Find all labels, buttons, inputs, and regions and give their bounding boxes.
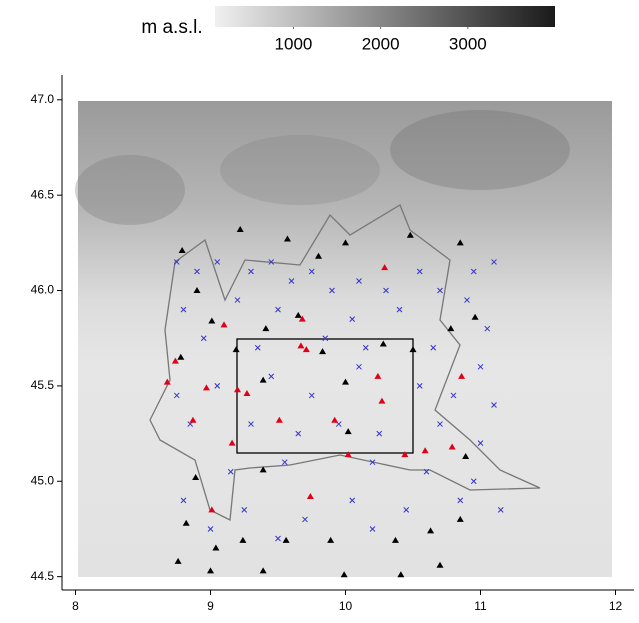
x-tick-label: 9 (207, 599, 214, 613)
colorbar-scale (215, 6, 555, 27)
colorbar: m a.s.l. 1000 2000 3000 (141, 6, 555, 53)
y-tick-label: 46.5 (31, 187, 55, 201)
x-tick-label: 11 (474, 599, 487, 613)
relief-shade (390, 110, 570, 190)
y-tick-label: 46.0 (31, 283, 55, 297)
colorbar-tick-label: 2000 (362, 34, 400, 53)
colorbar-tick-label: 3000 (449, 34, 487, 53)
map-figure: 8 9 10 11 12 44.5 45.0 45.5 46.0 46.5 47.0 m a.s.l… (0, 0, 639, 623)
y-tick-label: 45.0 (31, 473, 55, 487)
x-tick-label: 8 (72, 599, 79, 613)
x-tick-label: 10 (339, 599, 353, 613)
relief-shade (75, 155, 185, 225)
relief-shade (220, 135, 380, 205)
colorbar-label: m a.s.l. (141, 17, 202, 38)
colorbar-tick-label: 1000 (275, 34, 313, 53)
x-tick-label: 12 (609, 599, 623, 613)
y-tick-label: 44.5 (31, 569, 55, 583)
y-tick-label: 47.0 (31, 92, 55, 106)
y-tick-label: 45.5 (31, 378, 55, 392)
